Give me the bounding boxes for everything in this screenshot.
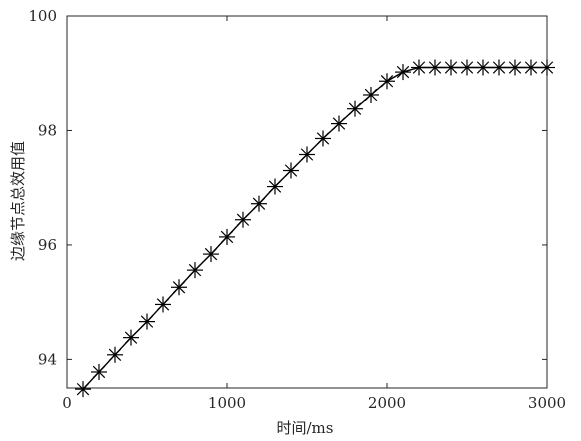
marker-stroke (76, 382, 90, 396)
y-tick-label: 100 (28, 7, 57, 25)
marker-stroke (140, 315, 154, 328)
marker-stroke (508, 61, 522, 74)
marker-stroke (492, 61, 506, 74)
data-point-marker (91, 363, 107, 380)
data-point-marker (107, 346, 123, 363)
axes-layer (66, 15, 548, 389)
data-point-marker (395, 64, 411, 81)
y-tick-label: 94 (38, 350, 57, 368)
series-layer (75, 59, 555, 398)
marker-stroke (188, 263, 202, 277)
x-tick-label: 0 (62, 394, 72, 412)
plot-area (67, 16, 547, 388)
marker-stroke (300, 148, 314, 161)
marker-stroke (540, 61, 554, 74)
marker-stroke (412, 61, 426, 74)
marker-stroke (444, 61, 458, 74)
marker-stroke (524, 61, 538, 74)
marker-stroke (156, 298, 170, 311)
data-point-marker (459, 59, 475, 76)
data-point-marker (203, 246, 219, 263)
marker-stroke (92, 365, 106, 379)
data-point-marker (299, 146, 315, 163)
data-point-marker (491, 59, 507, 76)
data-point-marker (219, 228, 235, 245)
data-point-marker (539, 59, 555, 76)
data-point-marker (267, 178, 283, 195)
y-tick-label: 96 (38, 236, 57, 254)
marker-stroke (108, 348, 122, 361)
data-point-marker (171, 279, 187, 296)
marker-stroke (460, 61, 474, 74)
labels-layer: 0 1000 2000 3000 94 96 98 100 (28, 7, 566, 412)
marker-stroke (172, 281, 186, 294)
data-point-marker (411, 59, 427, 76)
data-point-marker (427, 59, 443, 76)
marker-stroke (380, 75, 394, 88)
marker-stroke (332, 117, 346, 130)
data-point-marker (235, 211, 251, 228)
y-tick-label: 98 (38, 121, 57, 139)
marker-stroke (284, 164, 298, 177)
data-point-marker (475, 59, 491, 76)
marker-stroke (428, 61, 442, 74)
data-point-marker (75, 381, 91, 398)
marker-stroke (220, 230, 234, 244)
data-point-marker (283, 162, 299, 179)
marker-stroke (396, 65, 410, 79)
axes-frame (66, 15, 548, 389)
data-point-marker (315, 130, 331, 147)
marker-stroke (268, 180, 282, 193)
data-point-marker (443, 59, 459, 76)
x-tick-label: 2000 (368, 394, 406, 412)
data-point-marker (363, 86, 379, 103)
x-tick-label: 1000 (208, 394, 246, 412)
marker-stroke (316, 132, 330, 145)
marker-stroke (124, 331, 138, 344)
data-point-marker (187, 262, 203, 279)
marker-stroke (364, 88, 378, 102)
marker-stroke (348, 102, 362, 115)
data-point-marker (251, 195, 267, 212)
data-point-marker (507, 59, 523, 76)
data-point-marker (331, 115, 347, 132)
data-point-marker (123, 329, 139, 346)
data-point-marker (523, 59, 539, 76)
y-axis-label: 边缘节点总效用值 (9, 141, 27, 261)
data-point-marker (155, 296, 171, 313)
data-point-marker (139, 313, 155, 330)
data-point-marker (379, 73, 395, 90)
x-tick-label: 3000 (528, 394, 566, 412)
marker-stroke (252, 197, 266, 210)
x-axis-label: 时间/ms (277, 419, 334, 437)
marker-stroke (476, 61, 490, 74)
marker-stroke (204, 247, 218, 261)
marker-stroke (236, 213, 250, 226)
data-point-marker (347, 100, 363, 117)
